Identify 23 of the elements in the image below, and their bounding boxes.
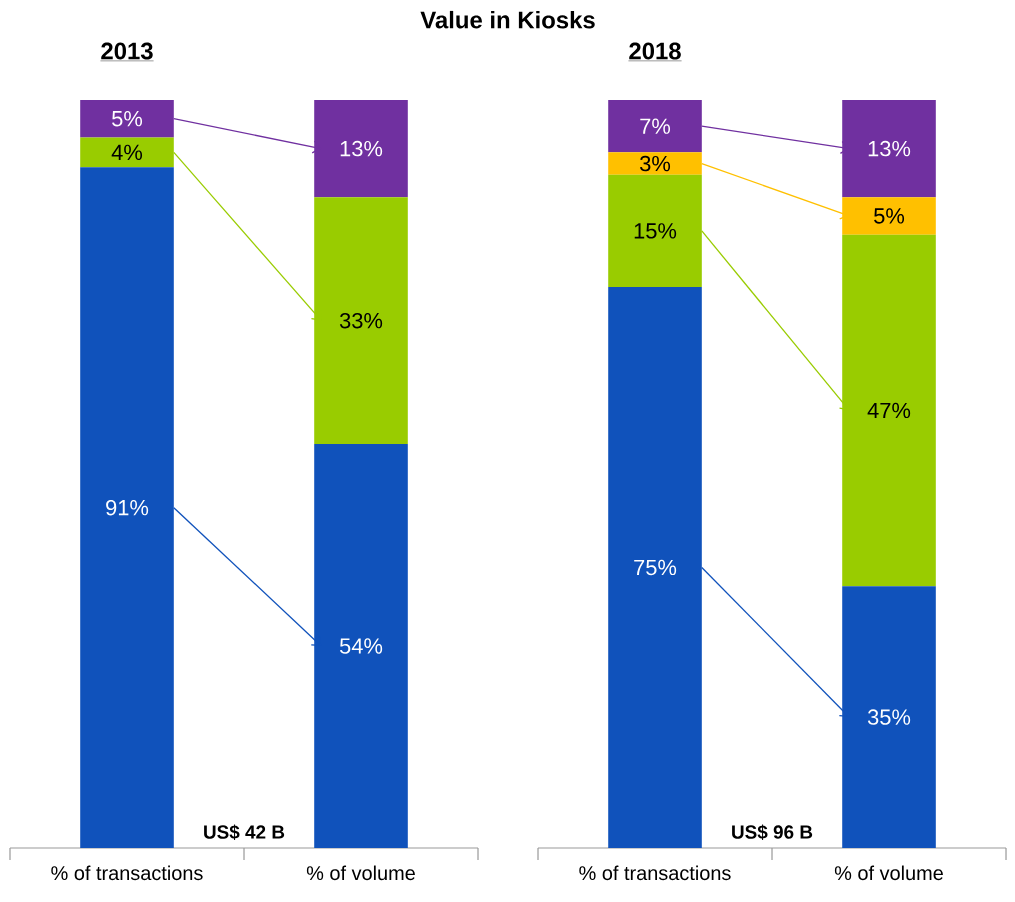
data-label: 5% <box>112 110 143 127</box>
x-tick-label: % of volume <box>834 865 943 881</box>
x-tick-label: % of transactions <box>51 865 203 881</box>
data-label: 5% <box>874 208 905 224</box>
data-label: 54% <box>339 638 383 654</box>
data-label: 13% <box>868 140 911 157</box>
data-label: 47% <box>867 402 911 419</box>
data-label: 3% <box>640 155 671 172</box>
annotation: US$ 42 B <box>204 824 285 840</box>
data-label: 75% <box>634 559 677 576</box>
data-label: 15% <box>634 223 677 239</box>
chart-subtitle: 2013 <box>101 42 153 60</box>
chart-subtitle: 2018 <box>629 42 681 60</box>
data-label: 33% <box>339 312 383 329</box>
data-label: 91% <box>106 499 149 516</box>
data-label: 7% <box>640 118 671 134</box>
data-label: 4% <box>111 144 143 161</box>
x-tick-label: % of volume <box>306 865 415 881</box>
chart-title: Value in Kiosks <box>420 10 595 29</box>
data-label: 35% <box>867 709 911 725</box>
x-tick-label: % of transactions <box>579 865 731 881</box>
data-label: 13% <box>340 140 383 157</box>
annotation: US$ 96 B <box>732 824 813 840</box>
